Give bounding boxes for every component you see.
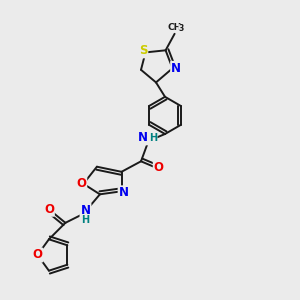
Text: O: O: [32, 248, 43, 262]
Text: O: O: [76, 177, 86, 190]
Text: O: O: [44, 203, 54, 216]
Text: N: N: [171, 62, 181, 75]
Text: O: O: [154, 161, 164, 174]
Text: CH: CH: [167, 23, 182, 32]
Text: N: N: [118, 186, 129, 199]
Text: H: H: [81, 215, 90, 225]
Text: N: N: [138, 131, 148, 144]
Text: H: H: [148, 133, 157, 143]
Text: S: S: [139, 44, 147, 57]
Text: N: N: [80, 204, 91, 217]
Text: 3: 3: [178, 24, 184, 33]
